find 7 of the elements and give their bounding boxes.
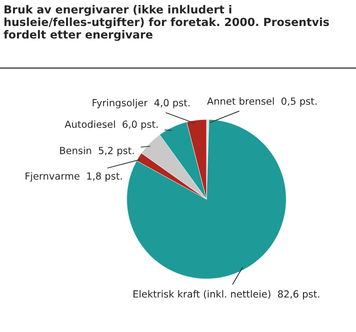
slice-label: Elektrisk kraft (inkl. nettleie) 82,6 pst. <box>134 290 320 300</box>
slice-label: Fjernvarme 1,8 pst. <box>26 172 122 182</box>
slice-label: Fyringsoljer 4,0 pst. <box>92 98 190 108</box>
slice-label: Annet brensel 0,5 pst. <box>207 97 316 107</box>
slice-label: Autodiesel 6,0 pst. <box>64 120 158 130</box>
slice-label: Bensin 5,2 pst. <box>60 146 134 156</box>
chart-title: Bruk av energivarer (ikke inkludert i husleie/felles-utgifter) for foretak. 2000. Prosentvis fordelt etter energivare <box>4 4 329 41</box>
